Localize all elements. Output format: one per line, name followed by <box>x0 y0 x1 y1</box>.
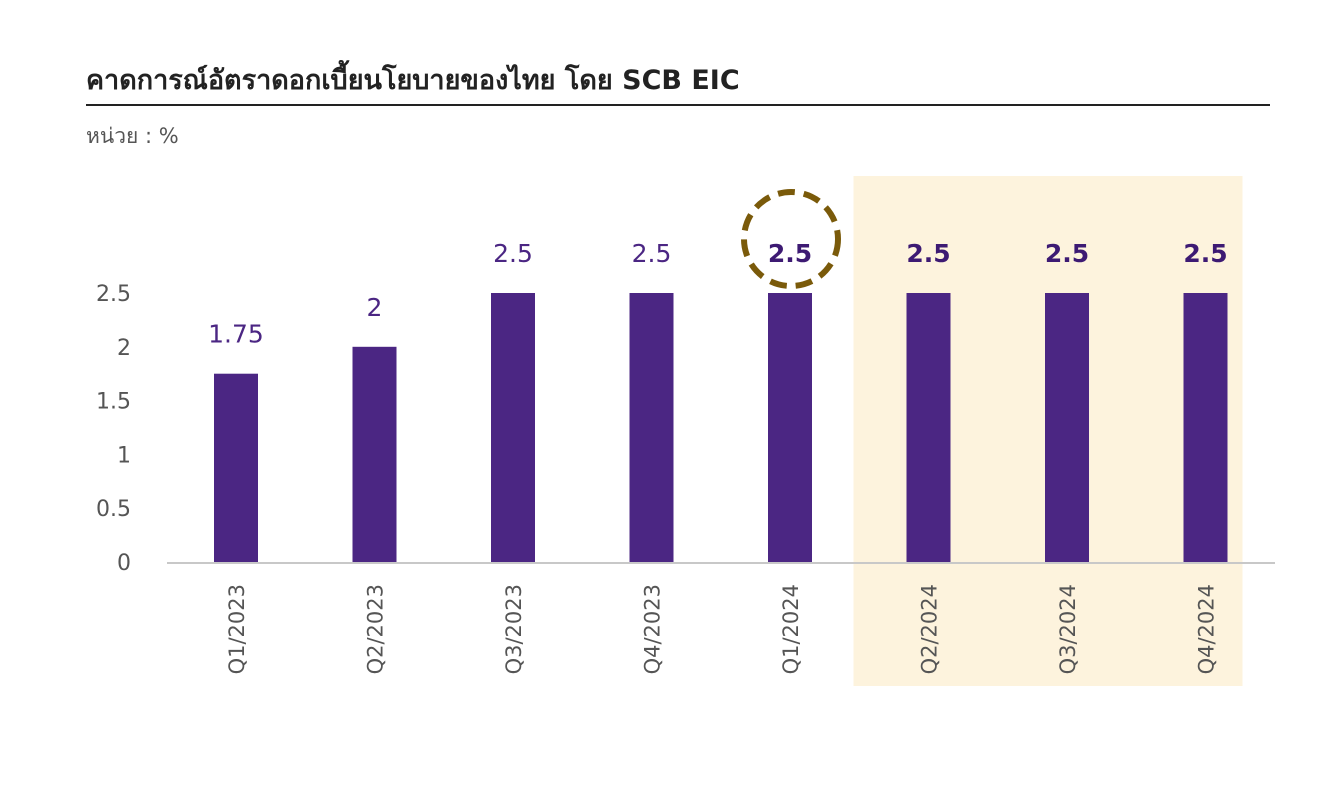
bar <box>768 293 812 562</box>
bar <box>1045 293 1089 562</box>
y-tick-label: 2 <box>117 336 131 361</box>
x-category-label: Q2/2024 <box>918 584 942 674</box>
x-category-label: Q3/2024 <box>1056 584 1080 674</box>
x-category-label: Q1/2023 <box>225 584 249 674</box>
y-tick-label: 1.5 <box>96 390 131 415</box>
bar <box>906 293 951 562</box>
data-label: 2.5 <box>493 239 533 268</box>
title-divider <box>86 104 1270 106</box>
data-label: 1.75 <box>208 320 264 349</box>
y-tick-label: 0 <box>117 551 131 576</box>
data-label: 2.5 <box>1045 239 1089 268</box>
highlight-circle <box>741 189 841 289</box>
data-label: 2.5 <box>632 239 672 268</box>
chart-title: คาดการณ์อัตราดอกเบี้ยนโยบายของไทย โดย SC… <box>86 65 740 96</box>
x-category-label: Q4/2024 <box>1195 584 1219 674</box>
unit-label: หน่วย : % <box>86 124 179 148</box>
data-label: 2.5 <box>906 239 950 268</box>
x-category-label: Q4/2023 <box>641 584 665 674</box>
bar <box>629 293 674 562</box>
data-label: 2.5 <box>768 239 812 268</box>
y-tick-label: 0.5 <box>96 497 131 522</box>
data-label: 2 <box>367 293 383 322</box>
x-category-label: Q1/2024 <box>779 584 803 674</box>
data-label: 2.5 <box>1183 239 1227 268</box>
x-category-label: Q2/2023 <box>364 584 388 674</box>
bar <box>214 373 258 562</box>
bar <box>491 293 535 562</box>
bar <box>1183 293 1228 562</box>
y-tick-label: 1 <box>117 443 131 468</box>
bar <box>352 346 397 562</box>
y-tick-label: 2.5 <box>96 282 131 307</box>
x-category-label: Q3/2023 <box>502 584 526 674</box>
